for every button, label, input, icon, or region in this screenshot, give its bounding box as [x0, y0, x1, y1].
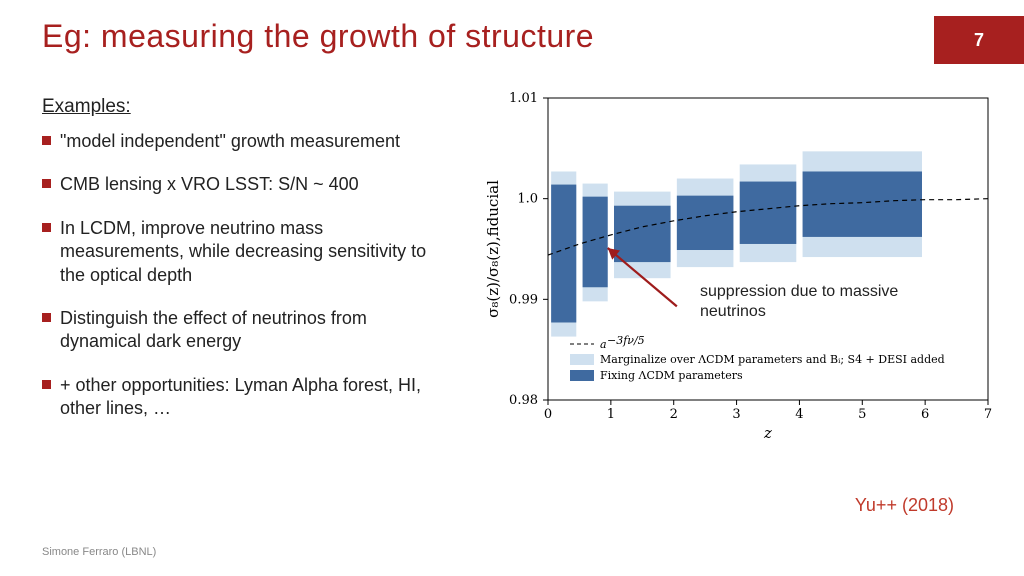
svg-text:Marginalize over ΛCDM paramete: Marginalize over ΛCDM parameters and Bᵢ;…	[600, 353, 945, 366]
slide-title: Eg: measuring the growth of structure	[42, 18, 594, 55]
svg-text:0.98: 0.98	[509, 393, 538, 408]
page-number-badge: 7	[934, 16, 1024, 64]
bullet-item: "model independent" growth measurement	[42, 130, 442, 153]
svg-text:0.99: 0.99	[509, 292, 538, 307]
svg-text:a: a	[600, 338, 607, 351]
svg-text:7: 7	[984, 407, 992, 422]
svg-text:1.01: 1.01	[509, 91, 538, 106]
svg-text:5: 5	[858, 407, 866, 422]
growth-chart: 0 1 2 3 4 5 6 7 0.98 0.99 1.0 1.01 z σ₈(z)/σ₈(z),fidu…	[480, 88, 1000, 448]
svg-text:3: 3	[732, 407, 740, 422]
svg-text:0: 0	[544, 407, 552, 422]
bullet-item: In LCDM, improve neutrino mass measureme…	[42, 217, 442, 287]
svg-text:4: 4	[795, 407, 803, 422]
footer-author: Simone Ferraro (LBNL)	[42, 546, 156, 558]
svg-text:σ₈(z)/σ₈(z),fiducial: σ₈(z)/σ₈(z),fiducial	[484, 180, 502, 318]
citation-text: Yu++ (2018)	[855, 495, 954, 516]
svg-text:z: z	[763, 424, 772, 442]
svg-text:6: 6	[921, 407, 929, 422]
svg-text:−3fν/5: −3fν/5	[607, 334, 645, 347]
svg-text:2: 2	[670, 407, 678, 422]
bullet-item: + other opportunities: Lyman Alpha fores…	[42, 374, 442, 421]
examples-heading: Examples:	[42, 96, 131, 118]
svg-text:Fixing ΛCDM parameters: Fixing ΛCDM parameters	[600, 369, 743, 382]
bullet-item: CMB lensing x VRO LSST: S/N ~ 400	[42, 173, 442, 196]
bullet-list: "model independent" growth measurement CM…	[42, 130, 442, 441]
bullet-item: Distinguish the effect of neutrinos from…	[42, 307, 442, 354]
svg-text:1.0: 1.0	[517, 192, 538, 207]
svg-text:1: 1	[607, 407, 615, 422]
